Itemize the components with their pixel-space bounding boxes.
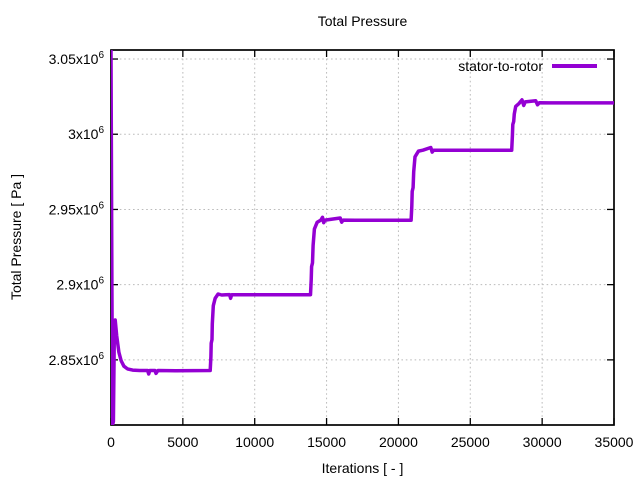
- legend: stator-to-rotor: [458, 58, 597, 74]
- x-tick-label: 25000: [451, 434, 490, 450]
- x-tick-label: 30000: [523, 434, 562, 450]
- plot-border: [110, 49, 615, 426]
- x-tick-label: 35000: [595, 434, 634, 450]
- legend-series-label: stator-to-rotor: [458, 58, 543, 74]
- y-tick-label: 2.9x106: [56, 276, 104, 293]
- y-tick-label: 3x106: [68, 125, 104, 142]
- x-tick-label: 10000: [235, 434, 274, 450]
- y-tick-label: 2.85x106: [49, 351, 105, 368]
- chart-title: Total Pressure: [317, 13, 408, 29]
- x-tick-label: 0: [107, 434, 115, 450]
- series-line-stator-to-rotor: [111, 50, 614, 425]
- x-tick-label: 5000: [167, 434, 198, 450]
- y-tick-label: 3.05x106: [49, 50, 105, 67]
- x-tick-label: 20000: [379, 434, 418, 450]
- x-axis-label: Iterations [ - ]: [321, 460, 404, 476]
- x-tick-label: 15000: [307, 434, 346, 450]
- legend-series-swatch: [552, 64, 597, 68]
- y-tick-label: 2.95x106: [49, 200, 105, 217]
